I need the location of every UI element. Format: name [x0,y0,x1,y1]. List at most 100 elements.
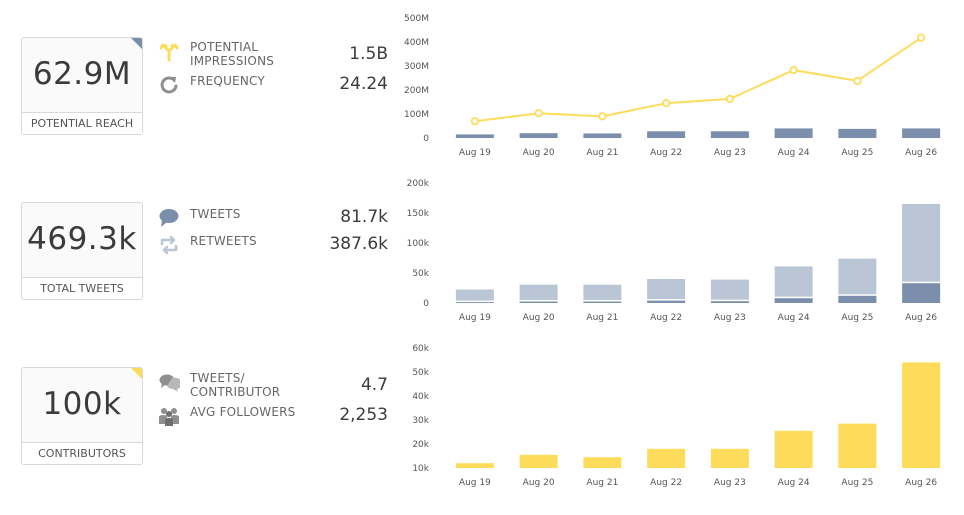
bar-segment-retweets [838,258,877,295]
x-tick-label: Aug 22 [650,313,682,323]
metric-label: TWEETS [190,207,241,221]
bar-segment-tweets [519,301,558,303]
x-tick-label: Aug 26 [905,313,937,323]
line-point [853,76,862,85]
kpi-card-potential-reach[interactable]: 62.9M POTENTIAL REACH [21,37,143,135]
x-tick-label: Aug 21 [586,313,618,323]
metric-value: 1.5B [349,44,388,64]
chart-total-tweets: 0 50k 100k 150k 200k Aug 19 Aug 20 Aug 21 Aug 22… [407,179,941,323]
metric-label: TWEETS/ CONTRIBUTOR [190,371,281,399]
x-tick-label: Aug 25 [841,478,873,488]
y-tick-label: 300M [404,62,429,72]
bar [647,448,686,468]
metric-value: 4.7 [360,375,388,395]
metric-value: 387.6k [329,234,388,254]
y-tick-label: 400M [404,38,429,48]
metric-tweets-per-contributor: TWEETS/ CONTRIBUTOR 4.7 [158,369,388,403]
speech-bubble-icon [158,207,180,229]
bar-segment-retweets [647,279,686,300]
bar [838,128,877,138]
y-tick-label: 0 [423,299,429,309]
bar [710,131,749,138]
x-tick-label: Aug 23 [714,478,746,488]
series-line [474,36,922,123]
x-tick-label: Aug 20 [523,478,555,488]
kpi-label: TOTAL TWEETS [22,277,142,299]
refresh-icon [158,74,180,96]
bar-segment-retweets [710,279,749,300]
y-tick-label: 50k [412,368,429,378]
bar [647,131,686,138]
metric-label: POTENTIAL IMPRESSIONS [190,40,275,68]
x-tick-label: Aug 25 [841,313,873,323]
bar-segment-retweets [583,284,622,300]
bar-segment-retweets [455,289,494,301]
x-tick-label: Aug 26 [905,478,937,488]
x-tick-label: Aug 21 [586,478,618,488]
bar [519,454,558,468]
line-point [470,117,479,126]
bar-segment-retweets [902,204,941,282]
retweet-icon [158,234,180,256]
y-tick-label: 500M [404,14,429,24]
bar [902,362,941,468]
bar-segment-tweets [902,283,941,303]
x-tick-label: Aug 20 [523,313,555,323]
chart-contributors: 10k 20k 30k 40k 50k 60k Aug 19 Aug 20 Aug 21 Aug … [412,344,941,488]
bar [455,463,494,468]
corner-marker [131,368,142,379]
bar [583,133,622,138]
bar-segment-tweets [455,302,494,303]
bar [902,128,941,138]
x-tick-label: Aug 22 [650,478,682,488]
x-tick-label: Aug 23 [714,313,746,323]
metric-avg-followers: AVG FOLLOWERS 2,253 [158,403,388,437]
y-tick-label: 150k [407,209,430,219]
kpi-value: 100k [42,386,122,422]
y-tick-label: 10k [412,464,429,474]
y-tick-label: 200M [404,86,429,96]
y-tick-label: 200k [407,179,430,189]
y-tick-label: 50k [412,269,429,279]
kpi-label: POTENTIAL REACH [22,112,142,134]
people-icon [158,405,180,427]
bar-segment-retweets [519,284,558,300]
y-tick-label: 0 [423,134,429,144]
x-tick-label: Aug 24 [778,313,810,323]
x-tick-label: Aug 20 [523,148,555,158]
x-tick-label: Aug 23 [714,148,746,158]
metric-label: FREQUENCY [190,74,265,88]
x-tick-label: Aug 19 [459,148,491,158]
metric-frequency: FREQUENCY 24.24 [158,72,388,106]
metric-value: 81.7k [340,207,388,227]
kpi-card-contributors[interactable]: 100k CONTRIBUTORS [21,367,143,465]
y-tick-label: 100M [404,110,429,120]
line-point [725,94,734,103]
bar-segment-tweets [774,298,813,303]
line-point [662,99,671,108]
bar [774,430,813,468]
y-tick-label: 40k [412,392,429,402]
y-tick-label: 20k [412,440,429,450]
line-point [917,33,926,42]
metric-tweets: TWEETS 81.7k [158,205,388,239]
split-arrows-icon [158,40,180,62]
x-tick-label: Aug 26 [905,148,937,158]
kpi-value: 469.3k [27,221,137,257]
speech-bubbles-icon [158,371,183,393]
bar [519,133,558,138]
bar [774,128,813,138]
x-tick-label: Aug 24 [778,478,810,488]
bar [583,457,622,468]
bar [710,448,749,468]
metric-potential-impressions: POTENTIAL IMPRESSIONS 1.5B [158,38,388,72]
y-tick-label: 30k [412,416,429,426]
bar [455,134,494,138]
x-tick-label: Aug 24 [778,148,810,158]
y-tick-label: 60k [412,344,429,354]
kpi-label: CONTRIBUTORS [22,442,142,464]
kpi-card-total-tweets[interactable]: 469.3k TOTAL TWEETS [21,202,143,300]
x-tick-label: Aug 19 [459,478,491,488]
bar-segment-tweets [838,295,877,303]
bar-segment-retweets [774,266,813,297]
